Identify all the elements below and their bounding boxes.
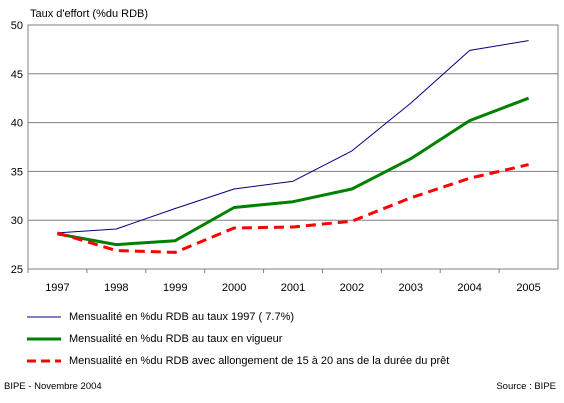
y-tick-label: 30 [11,215,23,227]
series-line-2 [56,163,529,254]
line-chart: 25 30 35 40 45 50 1997 1998 1999 2000 2001 2002 200… [11,8,559,294]
legend-label: Mensualité en %du RDB au taux en vigueur [69,333,283,345]
y-tick-label: 25 [11,264,23,276]
legend-swatch-navy-line [27,311,61,323]
series-line-0 [57,40,529,234]
x-tick-label: 1999 [163,282,187,294]
series-line-1 [57,96,530,247]
y-axis-ticks: 25 30 35 40 45 50 [11,20,23,276]
x-tick-label: 2004 [457,282,481,294]
x-tick-label: 2000 [222,282,246,294]
legend-item-taux-en-vigueur: Mensualité en %du RDB au taux en vigueur [27,328,547,350]
legend-swatch-red-dashed-line [27,355,61,367]
x-tick-label: 1998 [104,282,128,294]
y-tick-label: 45 [11,69,23,81]
plot-area [27,24,559,270]
y-tick-label: 50 [11,20,23,32]
x-axis-ticks: 1997 1998 1999 2000 2001 2002 2003 2004 2005 [27,269,541,294]
legend-swatch-green-line [27,333,61,345]
gridlines [28,73,558,221]
legend: Mensualité en %du RDB au taux 1997 ( 7.7… [27,306,547,372]
footer-credit: BIPE - Novembre 2004 [4,381,102,392]
legend-item-allongement: Mensualité en %du RDB avec allongement d… [27,350,547,372]
x-tick-label: 2003 [399,282,423,294]
y-axis-label: Taux d'effort (%du RDB) [30,8,148,20]
legend-label: Mensualité en %du RDB au taux 1997 ( 7.7… [69,311,295,323]
x-tick-label: 1997 [45,282,69,294]
x-tick-label: 2001 [281,282,305,294]
y-tick-label: 35 [11,166,23,178]
x-tick-label: 2002 [340,282,364,294]
x-tick-label: 2005 [516,282,540,294]
y-tick-label: 40 [11,118,23,130]
series-lines [56,40,530,254]
footer-source: Source : BIPE [496,381,556,392]
legend-item-taux-1997: Mensualité en %du RDB au taux 1997 ( 7.7… [27,306,547,328]
legend-label: Mensualité en %du RDB avec allongement d… [69,355,450,367]
